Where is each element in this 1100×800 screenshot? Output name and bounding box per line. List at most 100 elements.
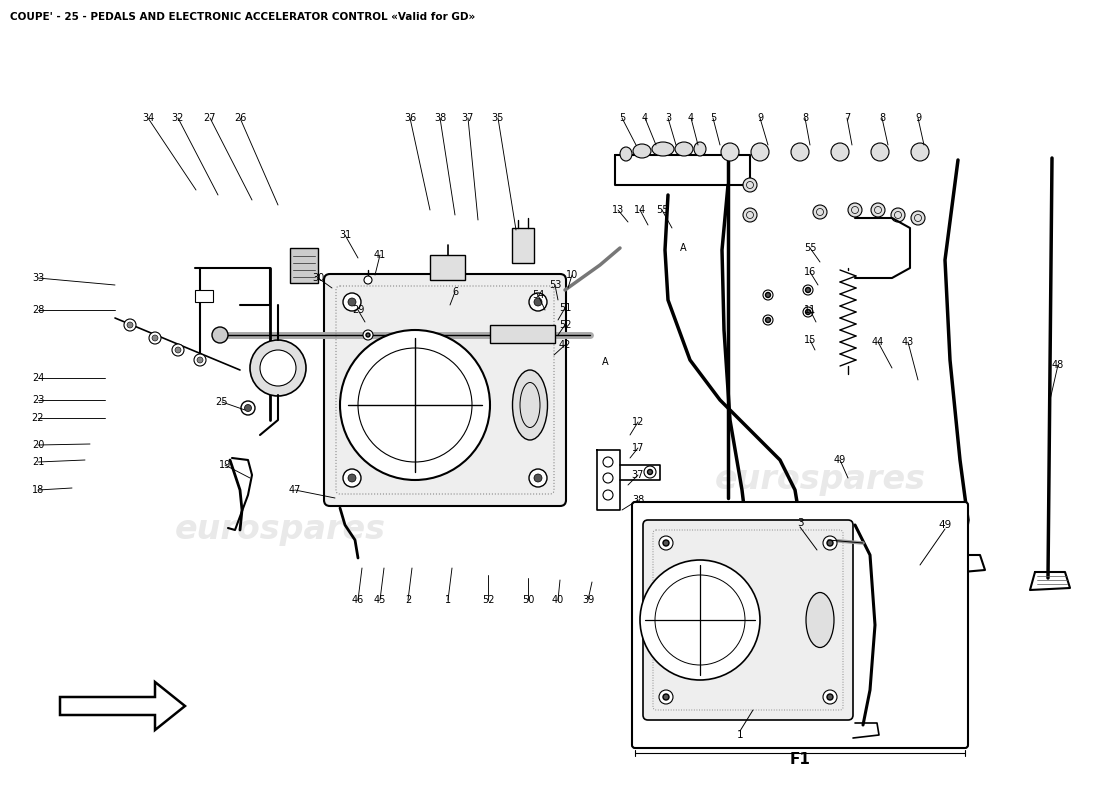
Text: eurospares: eurospares [715, 463, 925, 497]
Text: 17: 17 [631, 443, 645, 453]
Circle shape [763, 290, 773, 300]
Circle shape [791, 143, 808, 161]
Text: 25: 25 [216, 397, 229, 407]
Circle shape [648, 470, 652, 474]
Text: 48: 48 [1052, 360, 1064, 370]
Text: 9: 9 [757, 113, 763, 123]
Text: 18: 18 [32, 485, 44, 495]
FancyBboxPatch shape [644, 520, 852, 720]
Circle shape [871, 143, 889, 161]
Circle shape [603, 490, 613, 500]
Circle shape [813, 205, 827, 219]
Text: 54: 54 [531, 290, 544, 300]
Circle shape [763, 315, 773, 325]
Circle shape [805, 287, 811, 293]
Text: eurospares: eurospares [175, 514, 385, 546]
Circle shape [871, 203, 886, 217]
Circle shape [197, 357, 204, 363]
Circle shape [644, 466, 656, 478]
Text: 33: 33 [32, 273, 44, 283]
Circle shape [766, 318, 770, 322]
Circle shape [175, 347, 182, 353]
Text: 5: 5 [619, 113, 625, 123]
Circle shape [751, 143, 769, 161]
Circle shape [244, 405, 252, 411]
Text: 1: 1 [737, 730, 744, 740]
Text: 7: 7 [844, 113, 850, 123]
Text: 34: 34 [142, 113, 154, 123]
Text: 1: 1 [444, 595, 451, 605]
Text: 20: 20 [32, 440, 44, 450]
Text: 15: 15 [804, 335, 816, 345]
Circle shape [659, 536, 673, 550]
Text: 52: 52 [482, 595, 494, 605]
Text: 50: 50 [521, 595, 535, 605]
Circle shape [663, 540, 669, 546]
Circle shape [911, 211, 925, 225]
Circle shape [805, 310, 811, 314]
Circle shape [529, 469, 547, 487]
Text: 10: 10 [565, 270, 579, 280]
Text: 49: 49 [834, 455, 846, 465]
Circle shape [742, 208, 757, 222]
Text: 44: 44 [872, 337, 884, 347]
Text: 30: 30 [312, 273, 324, 283]
Circle shape [340, 330, 490, 480]
Bar [490, 325, 556, 343]
Ellipse shape [652, 142, 674, 156]
Text: F1: F1 [790, 753, 811, 767]
Text: 8: 8 [879, 113, 886, 123]
Polygon shape [60, 682, 185, 730]
Text: 26: 26 [234, 113, 246, 123]
Circle shape [830, 143, 849, 161]
Text: 37: 37 [631, 470, 645, 480]
Text: 29: 29 [352, 305, 364, 315]
Text: 52: 52 [559, 320, 571, 330]
Text: 24: 24 [32, 373, 44, 383]
Text: 3: 3 [796, 518, 803, 528]
Text: 5: 5 [710, 113, 716, 123]
Text: 47: 47 [289, 485, 301, 495]
Bar [195, 290, 213, 302]
Text: 43: 43 [902, 337, 914, 347]
Bar [290, 248, 318, 283]
Text: 45: 45 [374, 595, 386, 605]
Text: 39: 39 [582, 595, 594, 605]
Circle shape [640, 560, 760, 680]
Text: 2: 2 [405, 595, 411, 605]
Circle shape [348, 474, 356, 482]
Circle shape [659, 690, 673, 704]
Circle shape [364, 276, 372, 284]
Text: 21: 21 [32, 457, 44, 467]
Circle shape [742, 178, 757, 192]
Text: 35: 35 [492, 113, 504, 123]
Text: 12: 12 [631, 417, 645, 427]
Text: A: A [602, 357, 608, 367]
Text: 55: 55 [804, 243, 816, 253]
Circle shape [823, 690, 837, 704]
Ellipse shape [675, 142, 693, 156]
Text: 16: 16 [804, 267, 816, 277]
Text: 8: 8 [802, 113, 808, 123]
Text: 51: 51 [559, 303, 571, 313]
Circle shape [343, 469, 361, 487]
Circle shape [803, 285, 813, 295]
Text: 32: 32 [172, 113, 184, 123]
Circle shape [534, 474, 542, 482]
Circle shape [803, 307, 813, 317]
Circle shape [848, 203, 862, 217]
Bar [512, 228, 534, 263]
Circle shape [126, 322, 133, 328]
Circle shape [603, 473, 613, 483]
Circle shape [827, 540, 833, 546]
Ellipse shape [632, 144, 651, 158]
Text: 14: 14 [634, 205, 646, 215]
Text: 4: 4 [688, 113, 694, 123]
Text: 41: 41 [374, 250, 386, 260]
Circle shape [911, 143, 930, 161]
Text: 40: 40 [552, 595, 564, 605]
Circle shape [891, 208, 905, 222]
Circle shape [152, 335, 158, 341]
Text: 22: 22 [32, 413, 44, 423]
Text: 3: 3 [664, 113, 671, 123]
